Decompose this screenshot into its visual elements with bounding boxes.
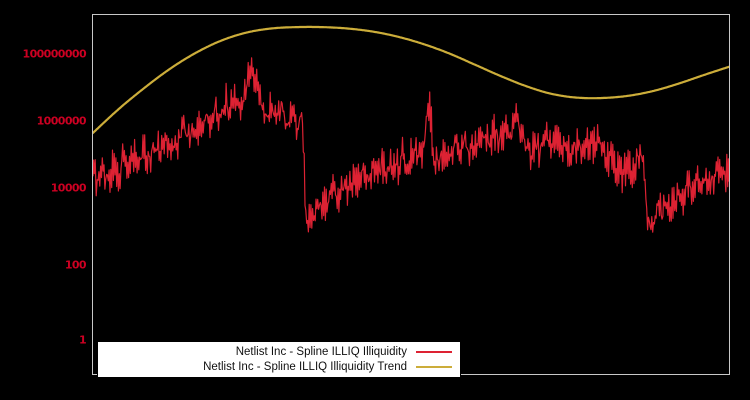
y-tick-label-100: 100 <box>64 258 87 272</box>
y-tick-label-1000000: 1000000 <box>36 114 87 128</box>
legend-label-illiquidity: Netlist Inc - Spline ILLIQ Illiquidity <box>235 345 407 358</box>
legend-entry-illiquidity[interactable]: Netlist Inc - Spline ILLIQ Illiquidity <box>98 344 460 359</box>
legend-entry-illiquidity-trend[interactable]: Netlist Inc - Spline ILLIQ Illiquidity T… <box>98 359 460 374</box>
series-line-illiquidity <box>93 57 729 233</box>
legend-swatch-illiquidity <box>416 350 452 353</box>
y-axis: 100000000 1000000 10000 100 1 <box>0 0 92 400</box>
legend-swatch-illiquidity-trend <box>416 365 452 368</box>
y-tick-label-100000000: 100000000 <box>22 47 87 61</box>
y-tick-label-10000: 10000 <box>50 181 87 195</box>
series-line-illiquidity-trend <box>93 25 729 135</box>
plot-area <box>92 14 730 375</box>
plot-canvas <box>93 25 729 233</box>
y-tick-label-1: 1 <box>78 333 87 347</box>
chart-legend: Netlist Inc - Spline ILLIQ Illiquidity N… <box>97 341 461 378</box>
legend-label-illiquidity-trend: Netlist Inc - Spline ILLIQ Illiquidity T… <box>203 360 407 373</box>
